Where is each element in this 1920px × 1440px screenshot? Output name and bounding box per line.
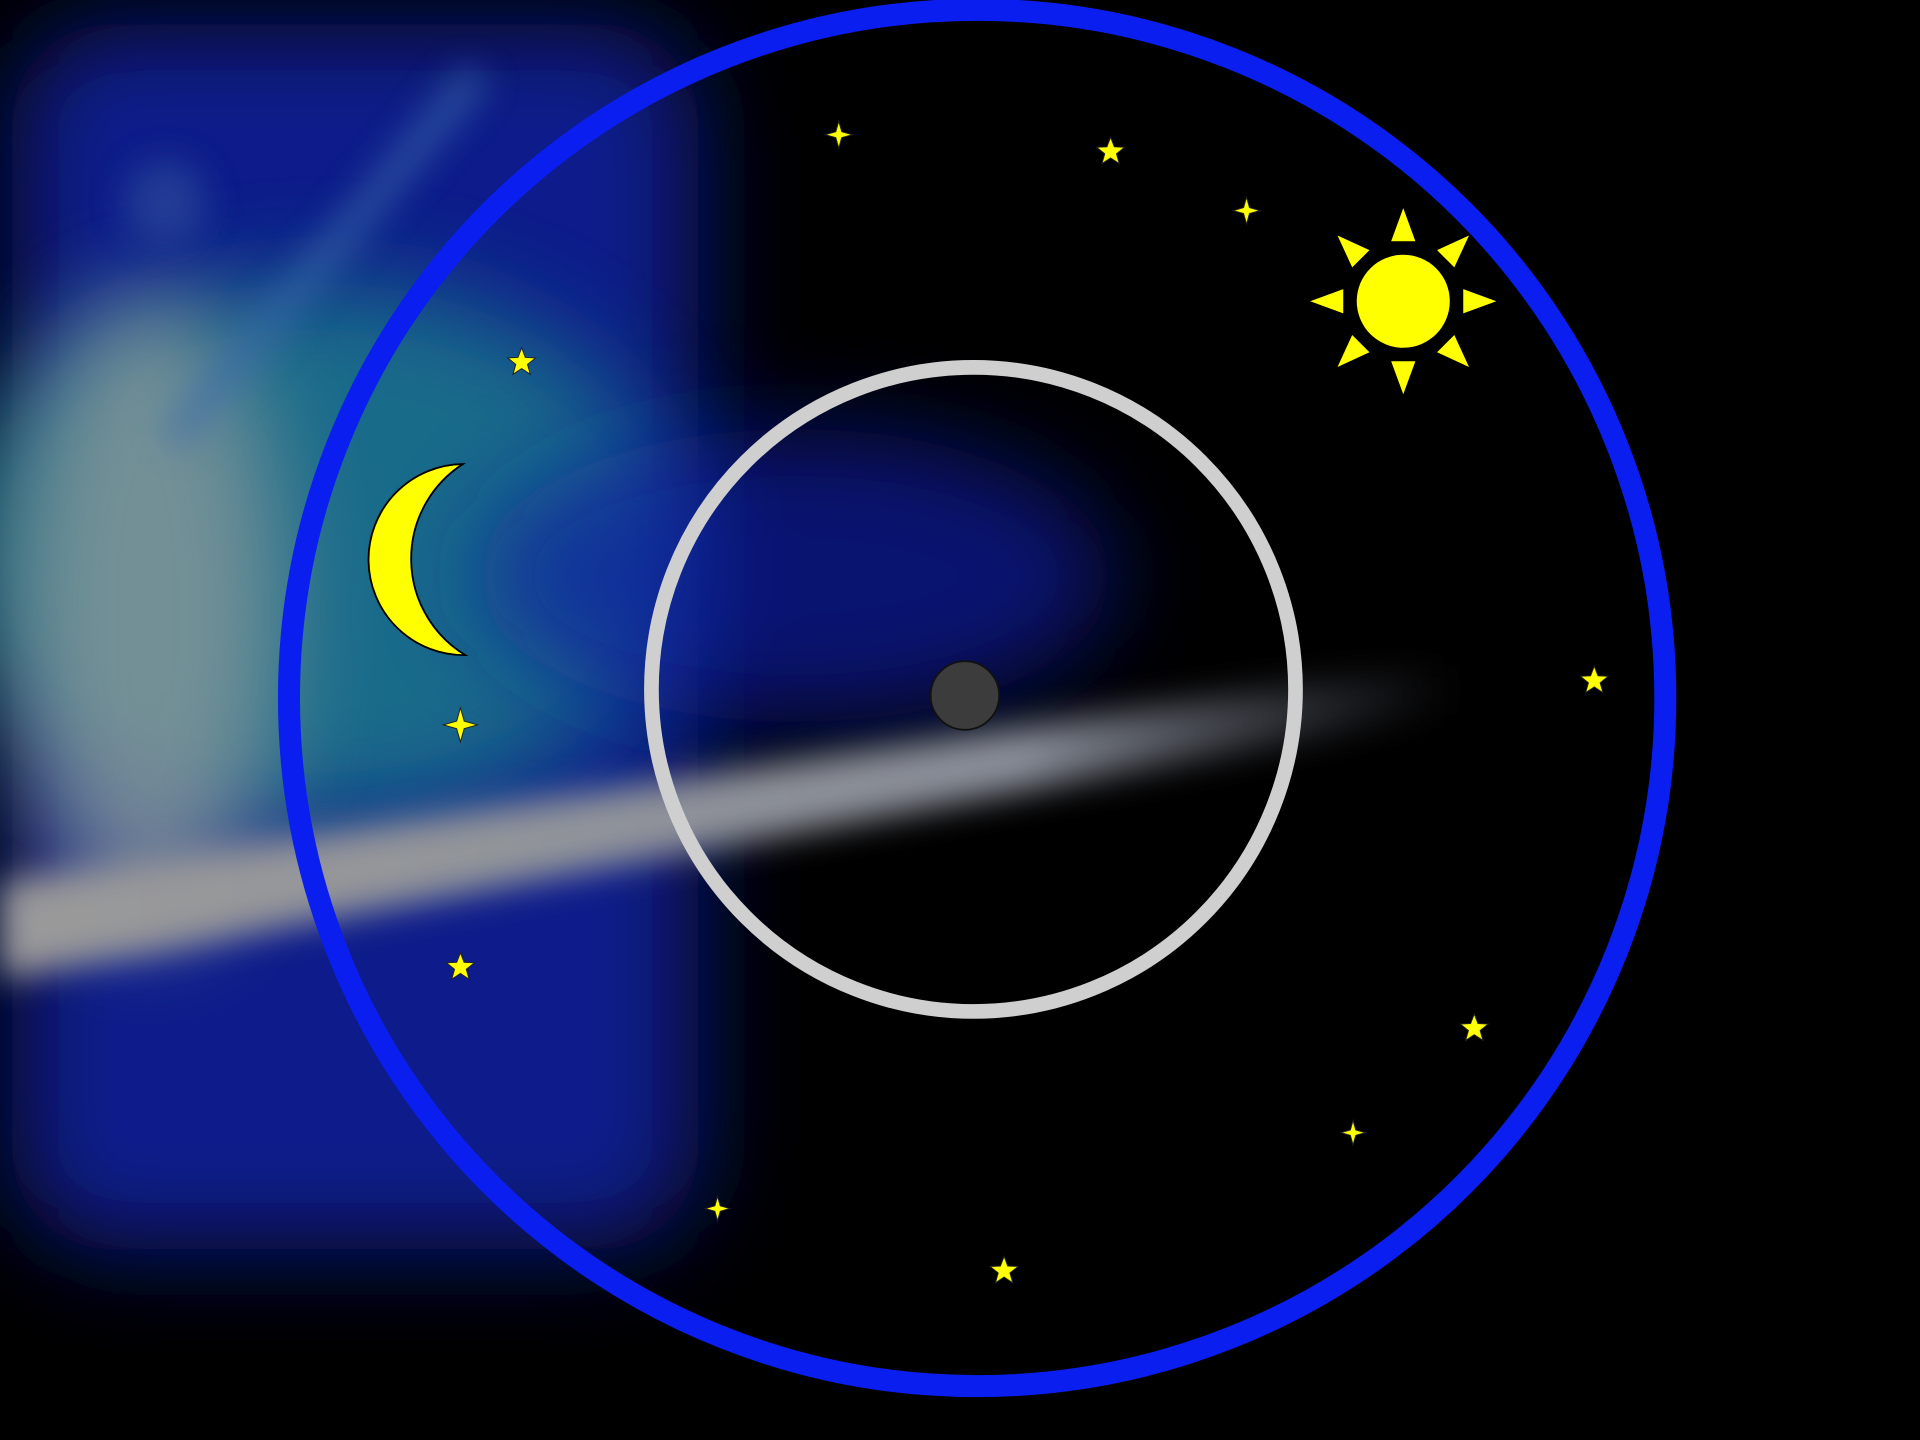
stars	[441, 119, 1610, 1285]
outer-ring	[278, 0, 1677, 1397]
star	[445, 951, 476, 981]
star	[1095, 135, 1126, 165]
sun-ray	[1310, 289, 1344, 314]
center-hub	[929, 660, 1001, 731]
sun-ray	[1437, 235, 1470, 268]
sun-disc	[1356, 254, 1450, 348]
glow-blue	[477, 428, 1115, 723]
sun-ray	[1337, 235, 1370, 268]
sun-ray	[1391, 361, 1416, 395]
sun-ray	[1463, 289, 1497, 314]
sun-ray	[1437, 335, 1470, 367]
sun	[1310, 208, 1497, 395]
star	[823, 119, 855, 150]
star	[703, 1194, 732, 1223]
star	[1579, 664, 1610, 694]
glow-orb	[123, 160, 207, 244]
star	[1339, 1118, 1368, 1147]
sun-ray	[1337, 335, 1370, 367]
star	[988, 1254, 1020, 1285]
star	[441, 705, 480, 744]
glow-ray	[159, 63, 490, 452]
moon	[367, 463, 469, 657]
inner-ring	[644, 360, 1303, 1019]
star	[1231, 195, 1262, 226]
star	[506, 346, 537, 376]
light-streak	[0, 661, 1458, 980]
glow-gray	[12, 293, 282, 931]
star	[1459, 1012, 1490, 1042]
sun-ray	[1391, 208, 1416, 242]
